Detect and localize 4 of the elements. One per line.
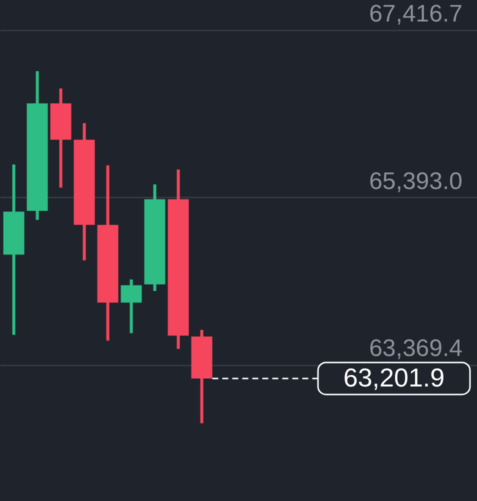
y-tick-label: 67,416.7 bbox=[369, 0, 462, 28]
ref-line-label: 63,201.9 bbox=[343, 362, 445, 392]
y-tick-label: 63,369.4 bbox=[369, 335, 462, 362]
y-tick-label: 65,393.0 bbox=[369, 168, 462, 195]
